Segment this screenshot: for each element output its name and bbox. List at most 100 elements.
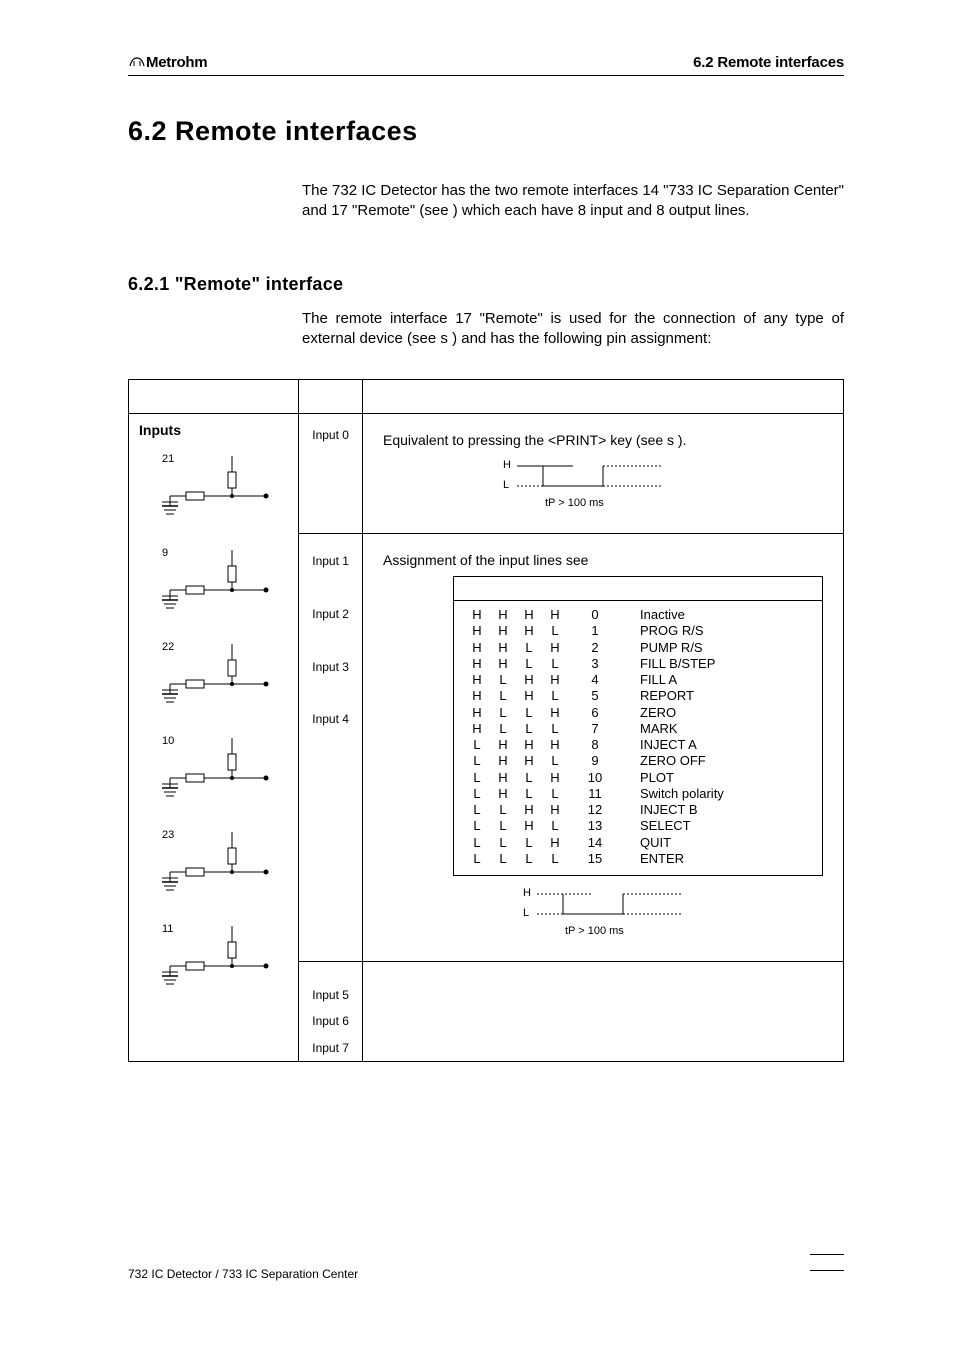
page-header: Metrohm 6.2 Remote interfaces bbox=[128, 54, 844, 71]
bit-cell: H bbox=[490, 753, 516, 769]
bit-cell: L bbox=[490, 802, 516, 818]
bit-cell: L bbox=[464, 835, 490, 851]
bit-index: 14 bbox=[568, 835, 622, 851]
bit-cell: L bbox=[516, 770, 542, 786]
p6: Input 6 bbox=[312, 1014, 349, 1028]
bit-function: SELECT bbox=[622, 818, 812, 834]
bit-cell: H bbox=[542, 802, 568, 818]
bit-cell: H bbox=[490, 607, 516, 623]
bit-row: LHLH10PLOT bbox=[464, 770, 812, 786]
pin-control: Input 1 Input 2 Input 3 Input 4 bbox=[299, 534, 363, 962]
print-desc-cell: Equivalent to pressing the <PRINT> key (… bbox=[363, 414, 844, 534]
page-footer: 732 IC Detector / 733 IC Separation Cent… bbox=[128, 1266, 844, 1281]
bit-cell: L bbox=[542, 721, 568, 737]
brand-icon bbox=[128, 54, 146, 68]
bit-function: ZERO OFF bbox=[622, 753, 812, 769]
bit-cell: L bbox=[516, 656, 542, 672]
bit-row: LLHH12INJECT B bbox=[464, 802, 812, 818]
bit-row: HHHL1PROG R/S bbox=[464, 623, 812, 639]
svg-text:9: 9 bbox=[162, 547, 168, 559]
p7: Input 7 bbox=[312, 1041, 349, 1055]
bit-function: Switch polarity bbox=[622, 786, 812, 802]
bit-cell: H bbox=[490, 786, 516, 802]
print-text: Equivalent to pressing the <PRINT> key (… bbox=[383, 432, 686, 448]
bit-function: QUIT bbox=[622, 835, 812, 851]
bit-cell: L bbox=[464, 818, 490, 834]
bit-code-table: HHHH0InactiveHHHL1PROG R/SHHLH2PUMP R/SH… bbox=[453, 576, 823, 876]
bit-cell: H bbox=[516, 672, 542, 688]
bit-cell: H bbox=[516, 623, 542, 639]
bit-cell: L bbox=[516, 851, 542, 867]
bit-cell: L bbox=[464, 770, 490, 786]
p4: Input 4 bbox=[312, 712, 349, 726]
bit-cell: H bbox=[542, 607, 568, 623]
bit-cell: H bbox=[464, 721, 490, 737]
bit-cell: H bbox=[490, 770, 516, 786]
bit-function: MARK bbox=[622, 721, 812, 737]
bit-index: 6 bbox=[568, 705, 622, 721]
hdr-left bbox=[129, 380, 299, 414]
bit-cell: H bbox=[464, 640, 490, 656]
input-schematic-icon: 10 bbox=[154, 730, 274, 808]
timing-diagram-print: H L tP > 100 ms bbox=[503, 458, 823, 509]
inputs-cell: Inputs 21 9 bbox=[129, 414, 299, 1062]
bit-index: 10 bbox=[568, 770, 622, 786]
bit-cell: L bbox=[464, 753, 490, 769]
bit-cell: H bbox=[542, 705, 568, 721]
bit-row: LLLH14QUIT bbox=[464, 835, 812, 851]
footer-tick-2 bbox=[810, 1270, 844, 1271]
input-schematic-icon: 23 bbox=[154, 824, 274, 902]
bit-index: 3 bbox=[568, 656, 622, 672]
bit-cell: H bbox=[542, 672, 568, 688]
bit-cell: L bbox=[464, 802, 490, 818]
bit-function: FILL B/STEP bbox=[622, 656, 812, 672]
bit-cell: H bbox=[542, 770, 568, 786]
control-text: Assignment of the input lines see bbox=[383, 552, 823, 568]
bit-function: REPORT bbox=[622, 688, 812, 704]
bit-row: HHLH2PUMP R/S bbox=[464, 640, 812, 656]
bit-cell: H bbox=[542, 737, 568, 753]
bit-function: Inactive bbox=[622, 607, 812, 623]
bit-row: LHHH8INJECT A bbox=[464, 737, 812, 753]
bit-cell: H bbox=[490, 656, 516, 672]
input-schematic-icon: 22 bbox=[154, 636, 274, 714]
bit-cell: H bbox=[490, 737, 516, 753]
svg-text:11: 11 bbox=[162, 923, 173, 935]
bit-cell: H bbox=[516, 818, 542, 834]
bit-cell: H bbox=[464, 672, 490, 688]
bit-header bbox=[454, 577, 822, 601]
bit-row: HHLL3FILL B/STEP bbox=[464, 656, 812, 672]
timing-note-2: tP > 100 ms bbox=[565, 925, 823, 937]
pin-rest: Input 5 Input 6 Input 7 bbox=[299, 962, 363, 1062]
bit-row: HLHH4FILL A bbox=[464, 672, 812, 688]
input-schematics: 21 9 22 bbox=[139, 448, 288, 996]
section-para: The 732 IC Detector has the two remote i… bbox=[302, 181, 844, 222]
bit-function: PROG R/S bbox=[622, 623, 812, 639]
header-section-ref: 6.2 Remote interfaces bbox=[693, 54, 844, 71]
svg-text:L: L bbox=[523, 907, 529, 919]
pin-assignment-table: Inputs 21 9 bbox=[128, 379, 844, 1062]
bit-row: LHHL9ZERO OFF bbox=[464, 753, 812, 769]
bit-cell: H bbox=[516, 753, 542, 769]
bit-cell: L bbox=[516, 640, 542, 656]
subsection-title: 6.2.1 "Remote" interface bbox=[128, 274, 844, 295]
bit-cell: L bbox=[542, 623, 568, 639]
bit-function: PLOT bbox=[622, 770, 812, 786]
svg-text:22: 22 bbox=[162, 641, 174, 653]
timing-H: H bbox=[503, 459, 511, 471]
inputs-label: Inputs bbox=[139, 422, 288, 438]
bit-index: 7 bbox=[568, 721, 622, 737]
bit-cell: L bbox=[490, 835, 516, 851]
bit-cell: L bbox=[542, 688, 568, 704]
bit-cell: L bbox=[542, 851, 568, 867]
bit-index: 0 bbox=[568, 607, 622, 623]
bit-cell: L bbox=[516, 705, 542, 721]
bit-row: HLLL7MARK bbox=[464, 721, 812, 737]
bit-cell: H bbox=[464, 656, 490, 672]
timing-note: tP > 100 ms bbox=[545, 497, 823, 509]
bit-row: LLHL13SELECT bbox=[464, 818, 812, 834]
bit-cell: L bbox=[490, 851, 516, 867]
bit-index: 5 bbox=[568, 688, 622, 704]
bit-cell: H bbox=[464, 623, 490, 639]
bit-cell: L bbox=[542, 818, 568, 834]
